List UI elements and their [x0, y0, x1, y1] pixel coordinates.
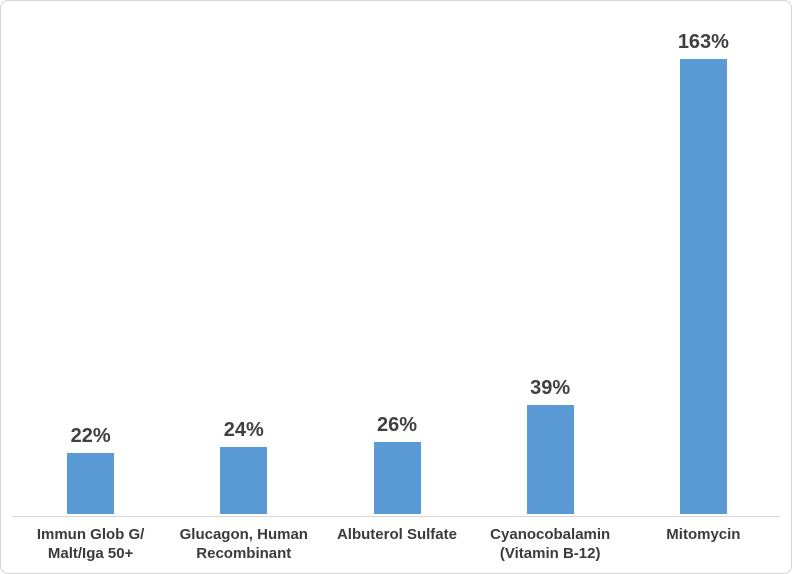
category-label-line: Mitomycin: [666, 526, 741, 543]
data-label-immun-glob-g-malt-iga-50: 22%: [70, 424, 111, 447]
category-label-line: Recombinant: [196, 545, 292, 562]
category-label-cyanocobalamin-vitamin-b-12: Cyanocobalamin (Vitamin B-12): [474, 525, 627, 563]
bar-glucagon-human-recombinant: [220, 447, 268, 514]
category-label-line: Albuterol Sulfate: [336, 526, 457, 543]
category-label-immun-glob-g-malt-iga-50: Immun Glob G/Malt/Iga 50+: [14, 525, 167, 563]
data-label-albuterol-sulfate: 26%: [376, 413, 418, 436]
category-label-line: Immun Glob G/: [36, 526, 145, 543]
x-axis-line: [11, 516, 781, 517]
data-label-mitomycin: 163%: [677, 31, 729, 54]
category-label-glucagon-human-recombinant: Glucagon, Human Recombinant: [167, 525, 320, 563]
category-label-line: Cyanocobalamin: [490, 526, 611, 543]
bar-immun-glob-g-malt-iga-50: [67, 452, 115, 514]
category-label-line: Malt/Iga 50+: [47, 545, 134, 562]
category-label-line: (Vitamin B-12): [499, 545, 601, 562]
data-label-cyanocobalamin-vitamin-b-12: 39%: [530, 377, 571, 400]
bar-cyanocobalamin-vitamin-b-12: [526, 405, 574, 514]
category-label-albuterol-sulfate: Albuterol Sulfate: [320, 525, 473, 544]
bar-mitomycin: [679, 59, 727, 514]
category-label-mitomycin: Mitomycin: [627, 525, 780, 544]
bar-albuterol-sulfate: [373, 441, 421, 514]
data-label-glucagon-human-recombinant: 24%: [223, 419, 264, 442]
category-label-line: Glucagon, Human: [179, 526, 308, 543]
